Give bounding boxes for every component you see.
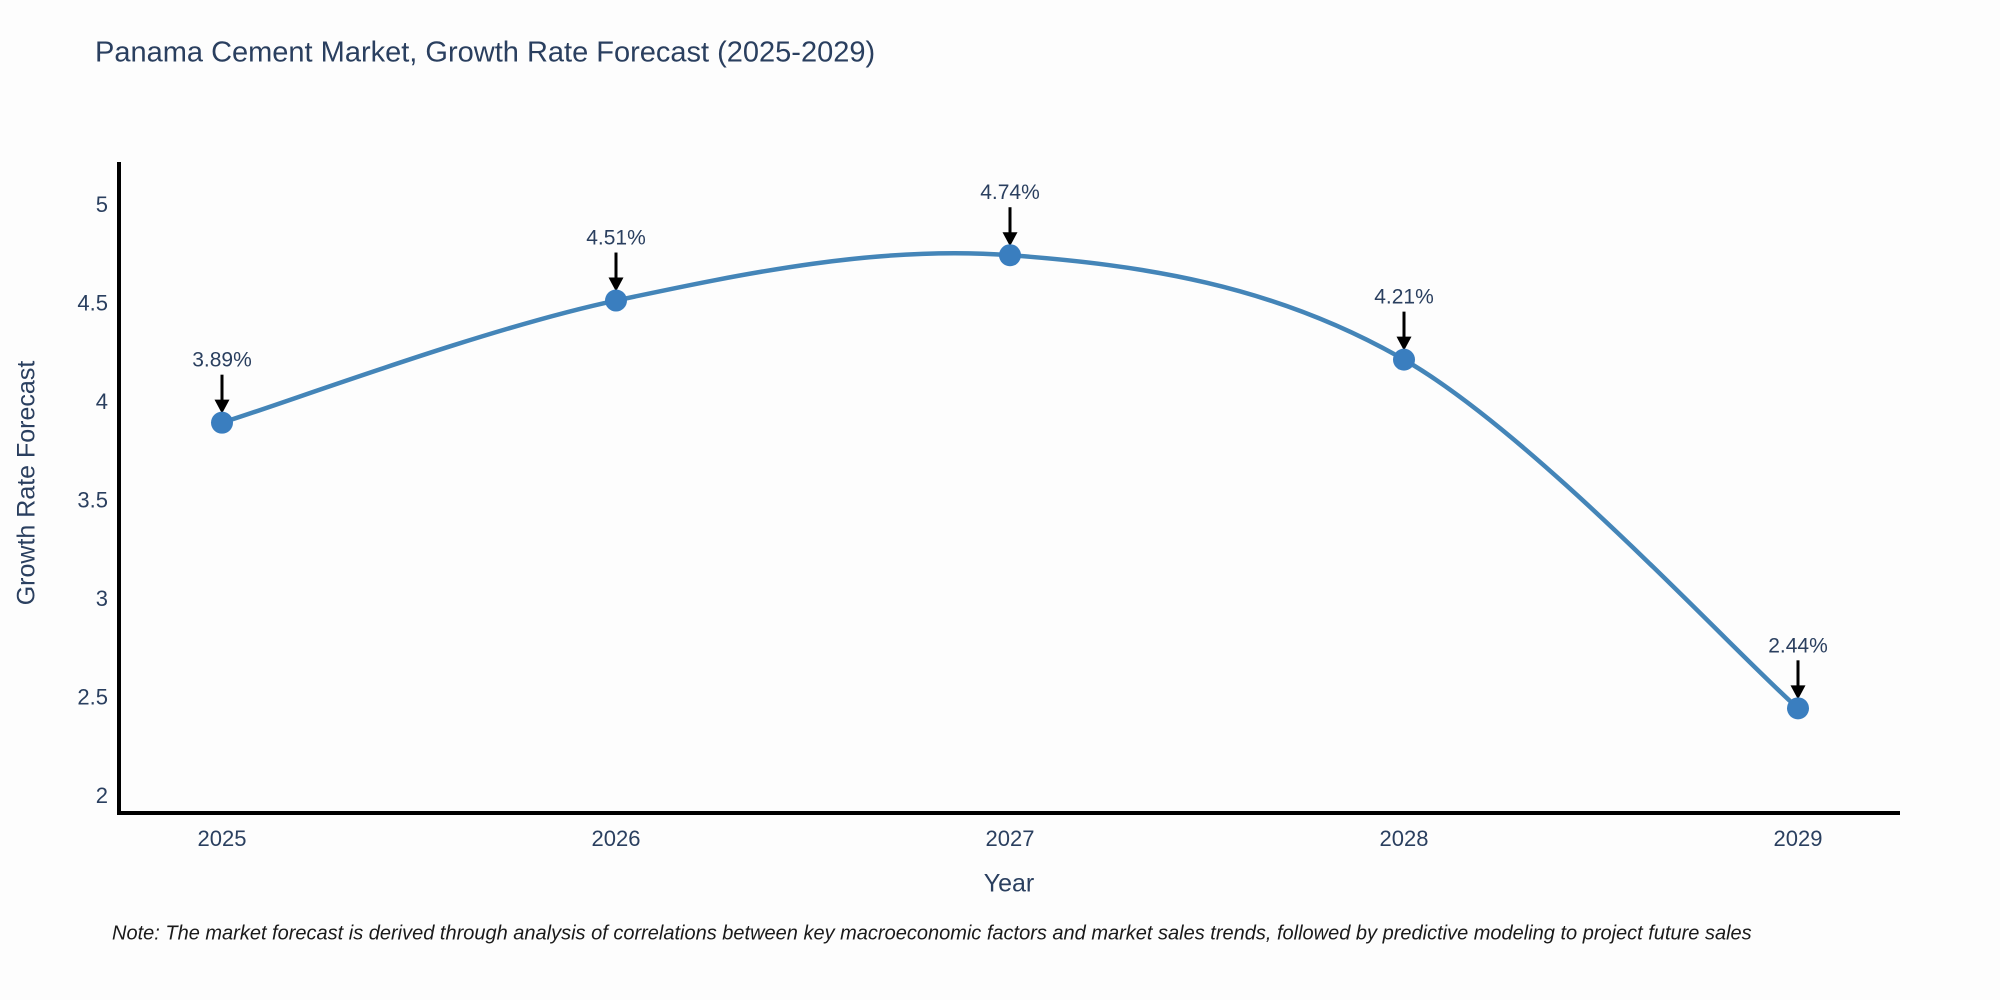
x-axis-title: Year <box>983 869 1035 898</box>
y-tick-label: 5 <box>96 192 108 217</box>
y-tick-label: 4 <box>96 389 108 414</box>
annotation-arrowhead <box>1002 232 1018 247</box>
x-tick-label: 2029 <box>1774 826 1823 851</box>
annotation-arrowhead <box>608 277 624 292</box>
axis-lines <box>117 162 1900 815</box>
forecast-line <box>221 250 1800 711</box>
x-tick-label: 2028 <box>1380 826 1429 851</box>
y-tick-label: 3.5 <box>77 488 108 513</box>
data-point-marker-2027[interactable] <box>999 244 1021 267</box>
annotation-arrowhead <box>1396 336 1412 351</box>
y-axis-title: Growth Rate Forecast <box>12 360 41 606</box>
x-tick-label: 2027 <box>986 826 1035 851</box>
data-point-marker-2026[interactable] <box>605 289 627 312</box>
y-tick-label: 2.5 <box>77 685 108 710</box>
y-tick-label: 3 <box>96 586 108 611</box>
data-point-marker-2028[interactable] <box>1393 348 1415 371</box>
chart-title: Panama Cement Market, Growth Rate Foreca… <box>95 36 876 69</box>
y-tick-label: 2 <box>96 783 108 808</box>
data-point-marker-2029[interactable] <box>1787 697 1809 720</box>
data-point-label: 4.21% <box>1374 286 1434 309</box>
data-point-marker-2025[interactable] <box>211 411 233 434</box>
x-tick-label: 2026 <box>592 826 641 851</box>
data-point-label: 4.51% <box>586 227 646 250</box>
y-tick-label: 4.5 <box>77 291 108 316</box>
data-point-label: 4.74% <box>980 181 1040 204</box>
data-point-label: 2.44% <box>1768 634 1828 657</box>
footnote: Note: The market forecast is derived thr… <box>112 922 1752 945</box>
x-tick-label: 2025 <box>198 826 247 851</box>
data-point-label: 3.89% <box>192 349 252 372</box>
annotation-arrowhead <box>1790 685 1806 700</box>
annotation-arrowhead <box>214 399 230 414</box>
